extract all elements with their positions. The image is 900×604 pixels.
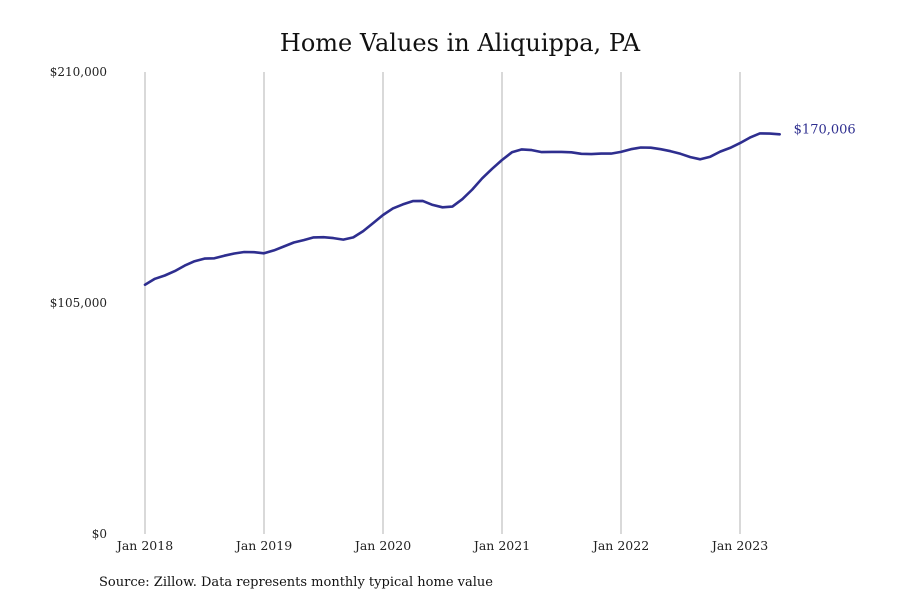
end-value-label: $170,006: [794, 122, 856, 137]
x-tick-label: Jan 2018: [115, 538, 173, 553]
x-tick-label: Jan 2020: [353, 538, 411, 553]
gridlines: [144, 72, 741, 534]
x-tick-label: Jan 2023: [710, 538, 768, 553]
series-line: [143, 132, 781, 286]
y-tick-label: $0: [92, 527, 107, 541]
x-tick-label: Jan 2022: [591, 538, 649, 553]
source-note: Source: Zillow. Data represents monthly …: [99, 575, 493, 590]
y-axis-ticks: $0 $105,000 $210,000: [50, 65, 107, 541]
y-tick-label: $105,000: [50, 296, 107, 310]
x-axis-ticks: Jan 2018 Jan 2019 Jan 2020 Jan 2021 Jan 2022…: [115, 538, 768, 553]
chart-title: Home Values in Aliquippa, PA: [280, 29, 641, 57]
series-layer: $170,006: [143, 122, 856, 286]
y-tick-label: $210,000: [50, 65, 107, 79]
x-tick-label: Jan 2021: [472, 538, 530, 553]
x-tick-label: Jan 2019: [234, 538, 292, 553]
